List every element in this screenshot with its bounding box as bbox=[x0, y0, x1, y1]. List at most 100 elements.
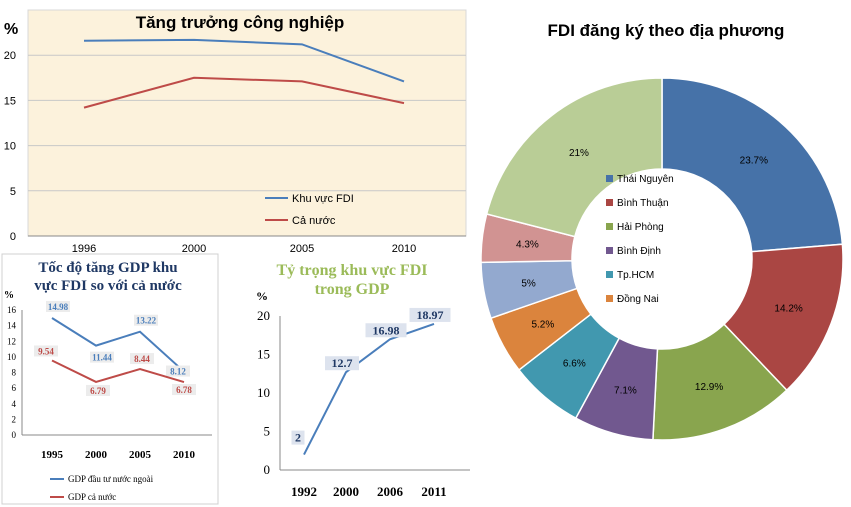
c3-y-tick-label: 20 bbox=[257, 308, 270, 323]
c3-x-tick-label: 2000 bbox=[333, 484, 359, 499]
c4-legend-swatch bbox=[606, 223, 613, 230]
c3-ylabel: % bbox=[256, 289, 268, 303]
c4-slice-label: 4.3% bbox=[516, 239, 539, 250]
c1-series bbox=[83, 38, 405, 109]
c2-data-label-bg bbox=[34, 345, 58, 357]
c2-y-tick-label: 0 bbox=[12, 430, 17, 440]
c2-axes bbox=[21, 310, 212, 436]
c2-title-line1: Tốc độ tăng GDP khu bbox=[38, 260, 177, 276]
c2-data-label: 14.98 bbox=[48, 302, 69, 312]
c1-y-tick-label: 15 bbox=[4, 95, 16, 107]
c2-y-tick-label: 12 bbox=[7, 336, 16, 346]
c4-slice-thai-nguyen bbox=[661, 77, 844, 253]
c4-legend-label: Thái Nguyên bbox=[617, 174, 674, 185]
c2-y-tick-label: 8 bbox=[12, 368, 17, 378]
c4-legend-swatch bbox=[606, 247, 613, 254]
c3-data-label-bg bbox=[291, 430, 305, 445]
c2-frame bbox=[1, 253, 219, 505]
c1-y-tick-label: 20 bbox=[4, 50, 16, 62]
c2-x-ticks: 1995 2000 2005 2010 bbox=[41, 449, 196, 461]
c2-data-label: 9.54 bbox=[38, 346, 54, 356]
c2-data-label: 6.78 bbox=[176, 385, 192, 395]
c4-legend-swatch bbox=[606, 271, 613, 278]
fdi-share-chart: Tỷ trọng khu vực FDI trong GDP % 0 5 10 15 2… bbox=[256, 262, 470, 499]
c4-slices bbox=[480, 77, 844, 441]
c3-x-tick-label: 1992 bbox=[291, 484, 317, 499]
c3-data-label-bg bbox=[325, 356, 359, 371]
c2-data-label-bg bbox=[86, 384, 110, 396]
c2-series-line-gdp-ca-nuoc bbox=[51, 359, 185, 384]
c2-x-tick-label: 1995 bbox=[41, 449, 64, 461]
c1-ylabel: % bbox=[4, 21, 18, 38]
c4-slice-label: 5% bbox=[521, 279, 536, 290]
c4-legend: Thái Nguyên Bình Thuận Hải Phòng Bình Định T… bbox=[606, 174, 674, 305]
c3-y-tick-label: 10 bbox=[257, 385, 270, 400]
c2-y-ticks: 0 2 4 6 8 10 12 14 16 bbox=[7, 305, 17, 440]
c3-axes bbox=[279, 316, 470, 471]
c1-x-tick-label: 1996 bbox=[72, 243, 96, 255]
c1-x-tick-label: 2010 bbox=[392, 243, 416, 255]
c2-y-tick-label: 2 bbox=[12, 414, 17, 424]
c4-legend-label: Bình Định bbox=[617, 246, 661, 257]
c2-data-label-bg bbox=[134, 314, 158, 326]
c1-y-tick-label: 0 bbox=[10, 231, 16, 243]
c4-slice-label: 6.6% bbox=[563, 358, 586, 369]
c2-series-line-gdp-dau-tu-nuoc-ngoai bbox=[51, 317, 185, 373]
c4-legend-label: Bình Thuận bbox=[617, 198, 669, 209]
c2-data-label: 6.79 bbox=[90, 386, 106, 396]
c2-x-tick-label: 2005 bbox=[129, 449, 152, 461]
c4-legend-label: Tp.HCM bbox=[617, 270, 654, 281]
c4-slice-label: 12.9% bbox=[695, 382, 723, 393]
c1-y-ticks: 0 5 10 15 20 bbox=[4, 50, 16, 243]
c2-ylabel: % bbox=[4, 290, 14, 301]
c4-slice-other-8 bbox=[485, 77, 663, 238]
c3-data-label: 12.7 bbox=[332, 356, 353, 370]
c1-y-tick-label: 5 bbox=[10, 186, 16, 198]
c3-x-tick-label: 2006 bbox=[377, 484, 404, 499]
c2-data-label: 8.12 bbox=[170, 367, 186, 377]
c4-title: FDI đăng ký theo địa phương bbox=[548, 21, 785, 40]
c3-y-tick-label: 5 bbox=[264, 424, 271, 439]
c3-x-ticks: 1992 2000 2006 2011 bbox=[291, 484, 447, 499]
c2-x-tick-label: 2010 bbox=[173, 449, 196, 461]
c3-x-tick-label: 2011 bbox=[421, 484, 446, 499]
c2-data-label-bg bbox=[46, 300, 70, 312]
c1-series-line-khu-vuc-fdi bbox=[83, 38, 405, 83]
c3-data-label: 18.97 bbox=[417, 308, 444, 322]
c2-data-label-bg bbox=[90, 351, 114, 363]
c2-data-label: 11.44 bbox=[92, 353, 112, 363]
c1-legend-label-fdi: Khu vực FDI bbox=[292, 193, 354, 205]
c3-data-label: 2 bbox=[295, 431, 301, 445]
c2-y-tick-label: 14 bbox=[7, 321, 17, 331]
c2-y-tick-label: 16 bbox=[7, 305, 17, 315]
c3-data-label-bg bbox=[409, 307, 451, 322]
industrial-growth-chart: Tăng trưởng công nghiệp % 0 5 10 15 20 1996 2… bbox=[4, 9, 467, 255]
c2-x-tick-label: 2000 bbox=[85, 449, 108, 461]
c1-y-tick-label: 10 bbox=[4, 141, 16, 153]
c1-legend: Khu vực FDI Cả nước bbox=[265, 193, 354, 227]
c2-legend-label-fdi: GDP đầu tư nước ngoài bbox=[68, 474, 154, 484]
c2-title-line2: vực FDI so với cả nước bbox=[34, 278, 182, 294]
c2-y-tick-label: 4 bbox=[12, 399, 17, 409]
c2-data-label-bg bbox=[166, 365, 190, 377]
c3-data-label: 16.98 bbox=[373, 323, 400, 337]
c1-x-ticks: 1996 2000 2005 2010 bbox=[72, 243, 416, 255]
c4-slice-label: 23.7% bbox=[740, 155, 768, 166]
c4-slice-labels: 23.7% 14.2% 12.9% 7.1% 6.6% 5.2% 5% 4.3% 21% bbox=[516, 148, 803, 397]
c3-y-tick-label: 0 bbox=[264, 462, 271, 477]
c2-legend-label-national: GDP cả nước bbox=[68, 492, 116, 502]
c4-legend-swatch bbox=[606, 295, 613, 302]
c2-data-label-bg bbox=[130, 353, 154, 365]
c3-title-line2: trong GDP bbox=[315, 281, 390, 298]
c1-title: Tăng trưởng công nghiệp bbox=[136, 13, 345, 32]
fdi-by-province-chart: FDI đăng ký theo địa phương 23.7% 14.2% 12… bbox=[480, 21, 844, 441]
c3-series-line bbox=[303, 322, 435, 456]
c1-plot-area bbox=[27, 9, 467, 237]
c2-legend: GDP đầu tư nước ngoài GDP cả nước bbox=[50, 474, 154, 502]
c2-y-tick-label: 6 bbox=[12, 383, 17, 393]
c3-title-line1: Tỷ trọng khu vực FDI bbox=[277, 262, 428, 279]
c4-slice-label: 5.2% bbox=[531, 320, 554, 331]
c4-slice-label: 21% bbox=[569, 148, 589, 159]
c4-legend-label: Đồng Nai bbox=[617, 293, 659, 305]
